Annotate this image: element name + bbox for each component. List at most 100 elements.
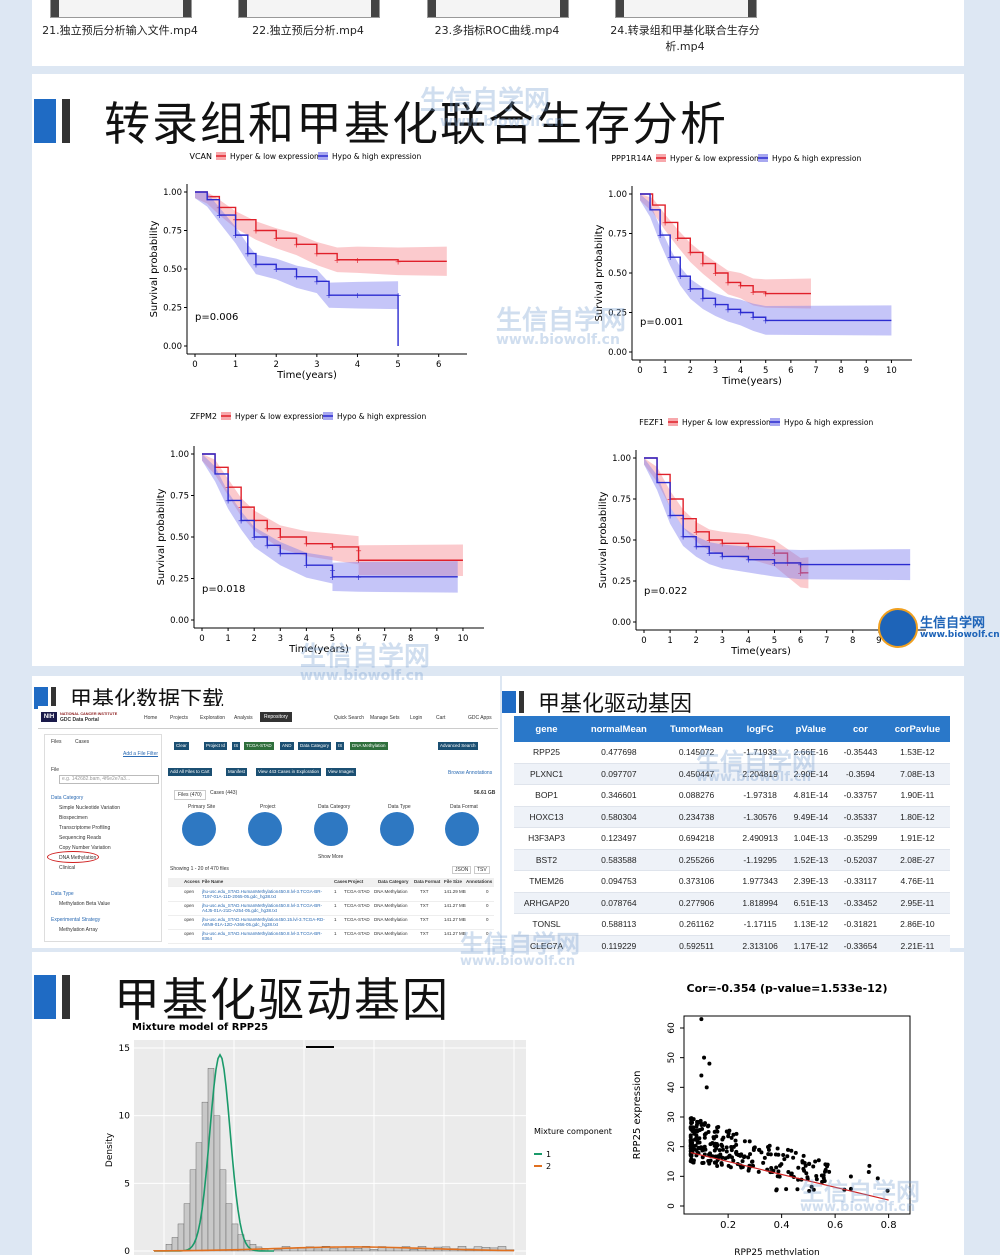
- category-item[interactable]: Transcriptome Profiling: [59, 825, 111, 831]
- tab-files[interactable]: Files: [51, 739, 62, 745]
- tab-cases[interactable]: Cases: [75, 739, 90, 745]
- table-cell: 2.95E-11: [884, 892, 950, 914]
- video-thumbnail[interactable]: [427, 0, 569, 18]
- x-tick-label: 2: [688, 366, 693, 376]
- add-file-filter-link[interactable]: Add a File Filter: [123, 751, 159, 757]
- view-images-button[interactable]: View Images: [326, 768, 356, 776]
- nav-analysis[interactable]: Analysis: [234, 715, 253, 721]
- video-label[interactable]: 23.多指标ROC曲线.mp4: [434, 24, 560, 37]
- x-tick-label: 9: [434, 634, 439, 644]
- y-axis-label: Survival probability: [598, 491, 609, 588]
- advanced-search-button[interactable]: Advanced Search: [438, 742, 478, 750]
- hyper-censor: +: [771, 549, 778, 558]
- facet-pie[interactable]: [380, 812, 414, 846]
- view-cases-button[interactable]: View 443 Cases in Exploration: [256, 768, 321, 776]
- file-filter-label: File: [51, 767, 60, 773]
- scatter-point: [715, 1154, 720, 1159]
- export-json-button[interactable]: JSON: [452, 866, 472, 874]
- nav-manage-sets[interactable]: Manage Sets: [370, 715, 400, 721]
- manifest-button[interactable]: Manifest: [226, 768, 248, 776]
- category-item[interactable]: Clinical: [59, 865, 76, 871]
- y-tick-label: 0.50: [608, 269, 627, 279]
- nav-quick-search[interactable]: Quick Search: [334, 715, 365, 721]
- hypo-censor: +: [293, 273, 300, 282]
- histogram-bar: [313, 1248, 323, 1252]
- y-tick-label: 0.75: [608, 230, 627, 240]
- show-more-link[interactable]: Show More: [318, 854, 344, 860]
- cell-file-name[interactable]: jhu-usc.edu_STAD.HumanMethylation450.8.l…: [202, 931, 322, 941]
- cell-file-name[interactable]: jhu-usc.edu_STAD.HumanMethylation450.8.l…: [202, 903, 322, 913]
- video-label[interactable]: 22.独立预后分析.mp4: [252, 24, 364, 37]
- nav-exploration[interactable]: Exploration: [200, 715, 226, 721]
- browse-annotations-link[interactable]: Browse Annotations: [448, 770, 493, 776]
- facet-pie[interactable]: [445, 812, 479, 846]
- y-axis-label: Survival probability: [149, 220, 160, 317]
- file-row[interactable]: open jhu-usc.edu_STAD.HumanMethylation450…: [168, 916, 494, 930]
- video-thumbnail[interactable]: [50, 0, 192, 18]
- hyper-censor: +: [706, 536, 713, 545]
- cell-file-name[interactable]: jhu-usc.edu_STAD.HumanMethylation450.8.l…: [202, 889, 322, 899]
- hypo-censor: +: [264, 541, 271, 550]
- data-type-item[interactable]: Methylation Beta Value: [59, 901, 111, 907]
- scatter-point: [762, 1155, 767, 1160]
- cell-file-name[interactable]: jhu-usc.edu_STAD.HumanMethylation450.15.…: [202, 917, 325, 927]
- subtab-cases[interactable]: Cases (443): [210, 790, 238, 796]
- nav-gdc-apps[interactable]: GDC Apps: [468, 715, 492, 721]
- hypo-censor: +: [253, 260, 260, 269]
- video-thumbnail[interactable]: [615, 0, 757, 18]
- query-value[interactable]: TCGA-STAD: [244, 742, 274, 750]
- table-row: TMEM26 0.094753 0.373106 1.977343 2.39E-13 -0…: [514, 870, 950, 893]
- hypo-censor: +: [225, 496, 232, 505]
- nav-login[interactable]: Login: [410, 715, 423, 721]
- scatter-point: [773, 1152, 778, 1157]
- scatter-point: [867, 1163, 872, 1168]
- table-cell: -1.17115: [734, 913, 786, 936]
- category-item[interactable]: Biospecimen: [59, 815, 88, 821]
- hypo-censor: +: [693, 543, 700, 552]
- hypo-censor: +: [251, 533, 258, 542]
- subtab-files[interactable]: Files (470): [174, 790, 206, 800]
- y-tick-label: 1.00: [608, 190, 627, 200]
- video-label[interactable]: 21.独立预后分析输入文件.mp4: [42, 24, 198, 37]
- file-row[interactable]: open jhu-usc.edu_STAD.HumanMethylation450…: [168, 930, 494, 944]
- query-data-category[interactable]: Data Category: [298, 742, 332, 750]
- facet-pie[interactable]: [248, 812, 282, 846]
- hyper-ci-band: [202, 454, 463, 577]
- table-row: HOXC13 0.580304 0.234738 -1.30576 9.49E-14 -0…: [514, 806, 950, 828]
- video-label[interactable]: 24.转录组和甲基化联合生存分析.mp4: [610, 24, 760, 53]
- y-tick-label: 1.00: [612, 454, 631, 464]
- experimental-strategy-item[interactable]: Methylation Array: [59, 927, 98, 933]
- nav-cart[interactable]: Cart: [436, 715, 446, 721]
- category-item[interactable]: Sequencing Reads: [59, 835, 102, 841]
- facet-pie[interactable]: [314, 812, 348, 846]
- nav-home[interactable]: Home: [144, 715, 158, 721]
- nav-repository[interactable]: Repository: [260, 712, 292, 722]
- query-value[interactable]: DNA Methylation: [350, 742, 388, 750]
- add-all-to-cart-button[interactable]: Add All Files to Cart: [168, 768, 212, 776]
- x-tick-label: 0.6: [827, 1220, 843, 1231]
- export-tsv-button[interactable]: TSV: [474, 866, 490, 874]
- table-cell: 0.580304: [579, 806, 659, 828]
- scatter-point: [775, 1174, 780, 1179]
- category-item[interactable]: Simple Nucleotide Variation: [59, 805, 121, 811]
- y-tick-label: 0.75: [163, 227, 182, 237]
- query-project-id[interactable]: Project Id: [204, 742, 228, 750]
- video-thumbnail[interactable]: [238, 0, 380, 18]
- cell-annotations: 0: [486, 889, 489, 894]
- y-tick-label: 5: [124, 1179, 130, 1189]
- column-header: logFC: [734, 716, 786, 742]
- hypo-censor: +: [677, 272, 684, 281]
- file-search-input[interactable]: e.g. 142682.bam, 4f6e2e7a3...: [59, 775, 159, 784]
- nav-projects[interactable]: Projects: [170, 715, 189, 721]
- category-item[interactable]: Copy Number Variation: [59, 845, 111, 851]
- clear-button[interactable]: Clear: [174, 742, 189, 750]
- watermark-url: www.biowolf.cn: [496, 332, 620, 348]
- facet-pie[interactable]: [182, 812, 216, 846]
- file-row[interactable]: open jhu-usc.edu_STAD.HumanMethylation450…: [168, 888, 494, 902]
- cell-category: DNA Methylation: [374, 917, 408, 922]
- hyper-censor: +: [745, 543, 752, 552]
- scatter-point: [811, 1187, 816, 1192]
- file-row[interactable]: open jhu-usc.edu_STAD.HumanMethylation450…: [168, 902, 494, 916]
- col-header: Data Format: [414, 879, 441, 884]
- hypo-ci-band: [640, 194, 892, 336]
